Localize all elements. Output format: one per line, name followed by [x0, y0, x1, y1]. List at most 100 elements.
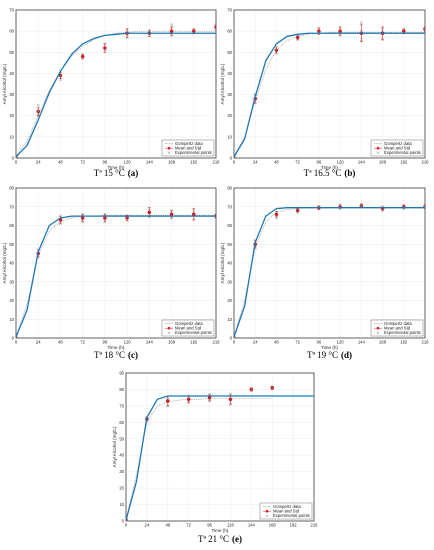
plot-area [125, 372, 315, 522]
experimental-point [274, 50, 279, 54]
x-tick-label: 0 [15, 340, 18, 345]
mean-point [166, 399, 170, 403]
chart-panel-2: 0 24 48 72 96 120 144 168 192 216 0 10 20 30 40 50 60 70 T… [220, 8, 429, 179]
x-tick-label: 72 [80, 340, 85, 345]
chart-panel-5: 0 24 48 72 96 120 144 168 192 216 0 10 20 30 40 50 60 70 8… [112, 371, 318, 545]
mean-point [169, 212, 174, 216]
panel-caption: Tª 15 °C (a) [94, 168, 139, 178]
x-tick-label: 216 [422, 340, 430, 345]
plot-frame [15, 187, 217, 339]
y-tick-label: 50 [119, 436, 124, 441]
x-tick-label: 24 [253, 340, 258, 345]
y-tick-label: 50 [227, 50, 232, 55]
experimental-point [166, 404, 170, 408]
x-tick-label: 192 [290, 523, 298, 528]
legend-swatch-mean [167, 146, 171, 150]
experimental-point [192, 27, 196, 31]
x-tick-label: 144 [146, 340, 154, 345]
x-tick-label: 48 [58, 340, 63, 345]
mean-point [295, 208, 300, 213]
y-axis-label: Amyl Alcohol (mg/L) [220, 63, 225, 104]
plot-frame [233, 9, 426, 159]
y-axis-label: Amyl Alcohol (mg/L) [2, 63, 7, 104]
x-tick-label: 48 [165, 523, 170, 528]
x-tick-label: 216 [422, 160, 430, 165]
gompertz-line [16, 214, 216, 337]
x-tick-label: 216 [311, 523, 319, 528]
legend-label: Mean and Std [384, 146, 411, 151]
error-bar [214, 24, 216, 30]
experimental-point [103, 48, 107, 52]
legend-swatch-points [167, 331, 171, 335]
y-tick-label: 30 [119, 469, 124, 474]
plot-frame [233, 187, 426, 339]
x-tick-label: 168 [168, 340, 176, 345]
y-tick-label: 50 [9, 242, 14, 247]
legend-label: Experimental points [384, 150, 421, 155]
series-layer [234, 203, 425, 338]
plot-frame [15, 9, 217, 159]
experimental-point [81, 220, 85, 224]
experimental-point [147, 29, 151, 33]
experimental-point [380, 38, 385, 42]
y-tick-label: 90 [119, 371, 124, 376]
x-tick-label: 72 [295, 340, 300, 345]
x-tick-label: 216 [213, 340, 221, 345]
legend-label: Gompertz data [273, 504, 301, 509]
y-tick-label: 10 [119, 502, 124, 507]
experimental-point [270, 386, 274, 390]
fit-curve-line [234, 32, 425, 158]
series-layer [16, 23, 216, 158]
legend-swatch-mean [167, 326, 171, 330]
x-tick-label: 72 [80, 160, 85, 165]
experimental-point [81, 52, 85, 56]
chart-panel-4: 0 24 48 72 96 120 144 168 192 216 0 10 20 30 40 50 60 70 8… [220, 186, 429, 361]
legend-box [161, 139, 215, 157]
gompertz-line [234, 31, 425, 157]
experimental-point [36, 109, 40, 114]
legend-label: Mean and Std [273, 509, 300, 514]
x-tick-label: 0 [233, 160, 236, 165]
y-tick-label: 0 [12, 156, 15, 161]
y-tick-label: 40 [9, 71, 14, 76]
y-tick-label: 10 [9, 134, 14, 139]
x-tick-label: 192 [400, 160, 408, 165]
caption-text: Tª 21 °C [198, 534, 229, 544]
mean-point [295, 35, 300, 40]
experimental-point [249, 387, 253, 392]
experimental-point [359, 38, 363, 42]
legend-label: Mean and Std [175, 146, 202, 151]
experimental-point [81, 57, 85, 61]
y-axis-label: Amyl Alcohol (mg/L) [2, 242, 7, 283]
experimental-point [274, 216, 279, 220]
y-tick-label: 30 [227, 279, 232, 284]
legend-swatch-points [376, 151, 380, 155]
experimental-point [58, 78, 63, 82]
x-tick-label: 120 [124, 160, 132, 165]
x-tick-label: 120 [337, 160, 345, 165]
y-tick-label: 40 [227, 71, 232, 76]
x-tick-label: 120 [227, 523, 235, 528]
x-tick-label: 144 [358, 340, 366, 345]
x-tick-label: 96 [103, 160, 108, 165]
experimental-point [125, 35, 129, 40]
y-tick-label: 70 [227, 204, 232, 209]
x-axis-label: Time (h) [321, 165, 338, 170]
y-tick-label: 70 [9, 8, 14, 13]
mean-point [103, 216, 107, 220]
mean-point [274, 48, 279, 52]
caption-text: Tª 15 °C [94, 168, 125, 178]
caption-letter: (e) [232, 534, 242, 544]
legend-box [161, 319, 215, 337]
experimental-point [402, 27, 406, 31]
chart-panel-3: 0 24 48 72 96 120 144 168 192 216 0 10 20 30 40 50 60 70 8… [2, 186, 220, 361]
chart-panel-1: 0 24 48 72 96 120 144 168 192 216 0 10 20 30 40 50 60 70 T… [2, 8, 220, 179]
legend-swatch-points [376, 331, 380, 335]
experimental-point [359, 21, 363, 25]
y-tick-label: 40 [119, 453, 124, 458]
plot-frame [125, 372, 315, 522]
y-tick-label: 30 [9, 92, 14, 97]
experimental-point [380, 27, 385, 31]
caption-text: Tª 16.5 °C [304, 168, 342, 178]
